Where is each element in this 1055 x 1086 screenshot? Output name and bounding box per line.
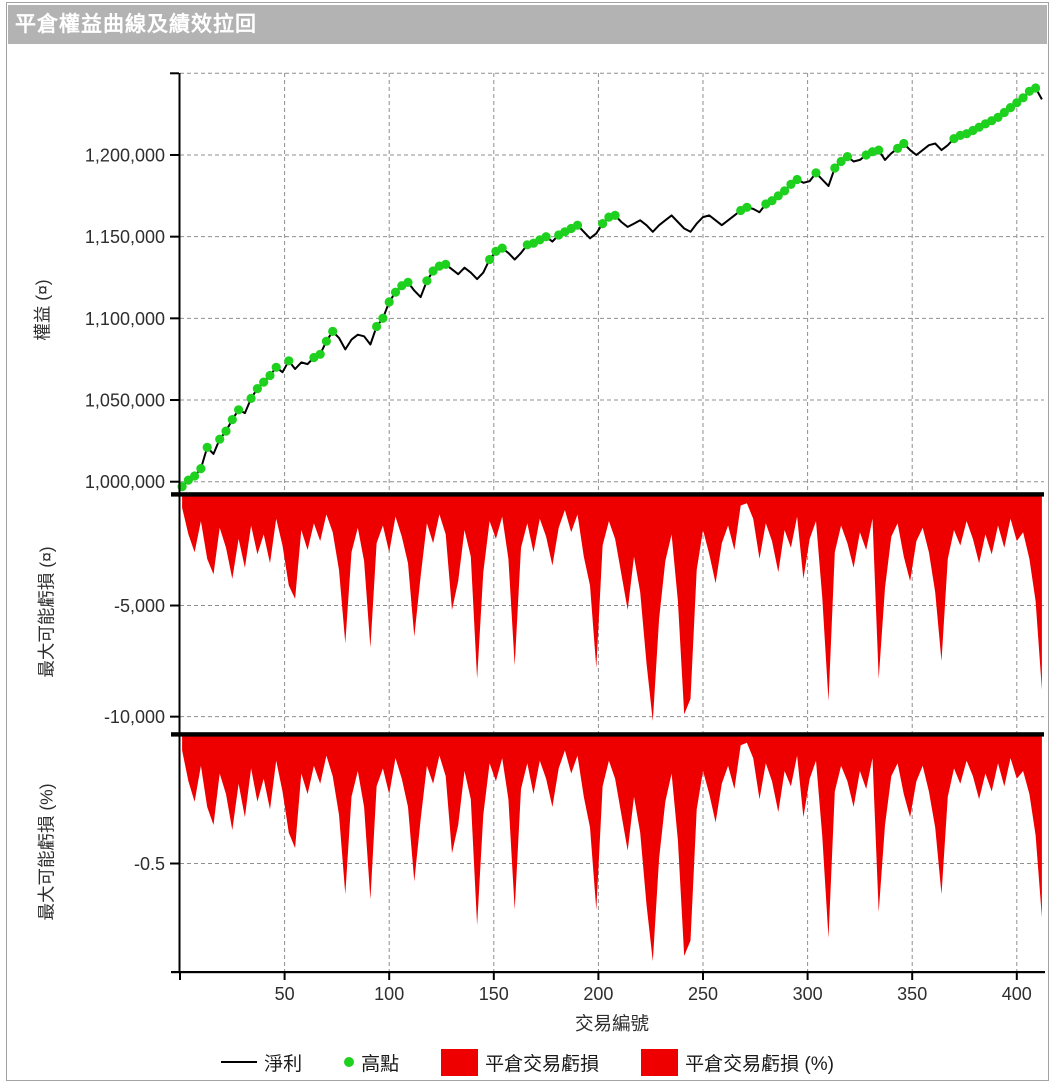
rect-swatch-icon — [441, 1048, 479, 1076]
high-dot — [428, 266, 438, 276]
x-tick-label: 300 — [793, 984, 823, 1004]
legend: 淨利 高點 平倉交易虧損 平倉交易虧損 (%) — [0, 1046, 1055, 1078]
y-tick-label: -0.5 — [134, 854, 165, 874]
high-dot — [321, 336, 331, 346]
y-axis-title-drawdown-currency: 最大可能虧損 (¤) — [36, 546, 57, 678]
high-dot — [842, 152, 853, 162]
high-dot — [1012, 98, 1022, 108]
legend-label: 平倉交易虧損 (%) — [685, 1053, 834, 1075]
high-dot — [196, 464, 206, 474]
high-dot — [378, 313, 388, 323]
high-dot — [572, 220, 583, 230]
high-dot — [246, 393, 256, 403]
equity-line — [181, 87, 1043, 488]
legend-item-loss: 平倉交易虧損 — [441, 1048, 600, 1076]
zero-line-dd — [171, 492, 1044, 497]
high-dot — [742, 202, 752, 212]
high-dot — [422, 276, 432, 286]
x-tick-label: 50 — [275, 984, 295, 1004]
high-dot — [836, 156, 846, 167]
rect-swatch-icon — [641, 1048, 679, 1076]
window-title: 平倉權益曲線及績效拉回 — [8, 5, 1047, 44]
high-dot — [786, 179, 796, 189]
y-axis-title-equity: 權益 (¤) — [32, 279, 53, 341]
high-dot — [874, 145, 884, 155]
high-dot — [497, 243, 507, 253]
high-dot — [284, 356, 294, 366]
high-dot — [190, 471, 200, 481]
y-tick-label: 1,100,000 — [85, 309, 165, 329]
x-tick-label: 350 — [897, 984, 927, 1004]
high-dot — [598, 219, 608, 229]
x-tick-label: 400 — [1002, 984, 1032, 1004]
high-dot — [1018, 93, 1028, 103]
high-dot — [830, 163, 840, 173]
y-tick-label: 1,200,000 — [85, 145, 165, 165]
high-dot — [441, 259, 451, 269]
y-tick-label: 1,050,000 — [85, 391, 165, 411]
x-tick-label: 150 — [479, 984, 509, 1004]
high-dot — [221, 426, 231, 436]
high-dot — [265, 370, 275, 381]
high-dot — [271, 362, 281, 372]
x-tick-label: 250 — [688, 984, 718, 1004]
legend-item-high: 高點 — [344, 1049, 399, 1076]
high-dot — [1031, 83, 1041, 93]
high-dot — [893, 143, 903, 153]
high-dot — [202, 442, 212, 452]
x-tick-label: 200 — [583, 984, 613, 1004]
high-dot — [259, 377, 269, 387]
legend-label: 高點 — [361, 1053, 400, 1075]
high-dot — [792, 174, 802, 185]
y-tick-label: -5,000 — [114, 596, 165, 616]
high-dot — [899, 138, 909, 149]
high-dot — [1005, 103, 1016, 113]
y-axis-line — [178, 73, 181, 972]
legend-item-loss-pct: 平倉交易虧損 (%) — [641, 1048, 834, 1076]
legend-item-netprofit: 淨利 — [221, 1049, 302, 1076]
y-tick-label: 1,150,000 — [85, 227, 165, 247]
high-dot — [780, 186, 790, 196]
high-dot — [541, 232, 551, 242]
high-dot — [234, 405, 244, 415]
high-dot — [372, 321, 382, 332]
high-dot — [811, 168, 821, 178]
high-dot — [999, 107, 1009, 118]
high-dot — [767, 196, 777, 206]
dot-swatch-icon — [344, 1057, 355, 1067]
drawdown-area — [182, 736, 1042, 962]
y-axis-title-drawdown-percent: 最大可能虧損 (%) — [36, 783, 57, 921]
line-swatch-icon — [221, 1061, 258, 1063]
high-dot — [315, 349, 325, 359]
high-dot — [485, 254, 495, 265]
x-axis-line — [171, 971, 1045, 974]
high-dot — [610, 210, 620, 220]
high-dot — [215, 434, 225, 444]
high-dot — [384, 297, 394, 307]
y-tick-label: 1,000,000 — [85, 472, 165, 492]
high-dot — [227, 415, 237, 425]
y-tick-label: -10,000 — [104, 707, 165, 727]
x-tick-label: 100 — [374, 984, 404, 1004]
high-dot — [993, 112, 1003, 122]
high-dot — [403, 277, 413, 287]
drawdown-area — [182, 496, 1042, 722]
legend-label: 平倉交易虧損 — [485, 1053, 600, 1075]
high-dot — [390, 287, 401, 297]
x-axis-title: 交易編號 — [574, 1013, 650, 1034]
high-dot — [252, 384, 262, 394]
high-dot — [773, 191, 783, 201]
zero-line-ddpct — [171, 732, 1044, 737]
high-dot — [328, 326, 338, 336]
legend-label: 淨利 — [264, 1053, 303, 1075]
